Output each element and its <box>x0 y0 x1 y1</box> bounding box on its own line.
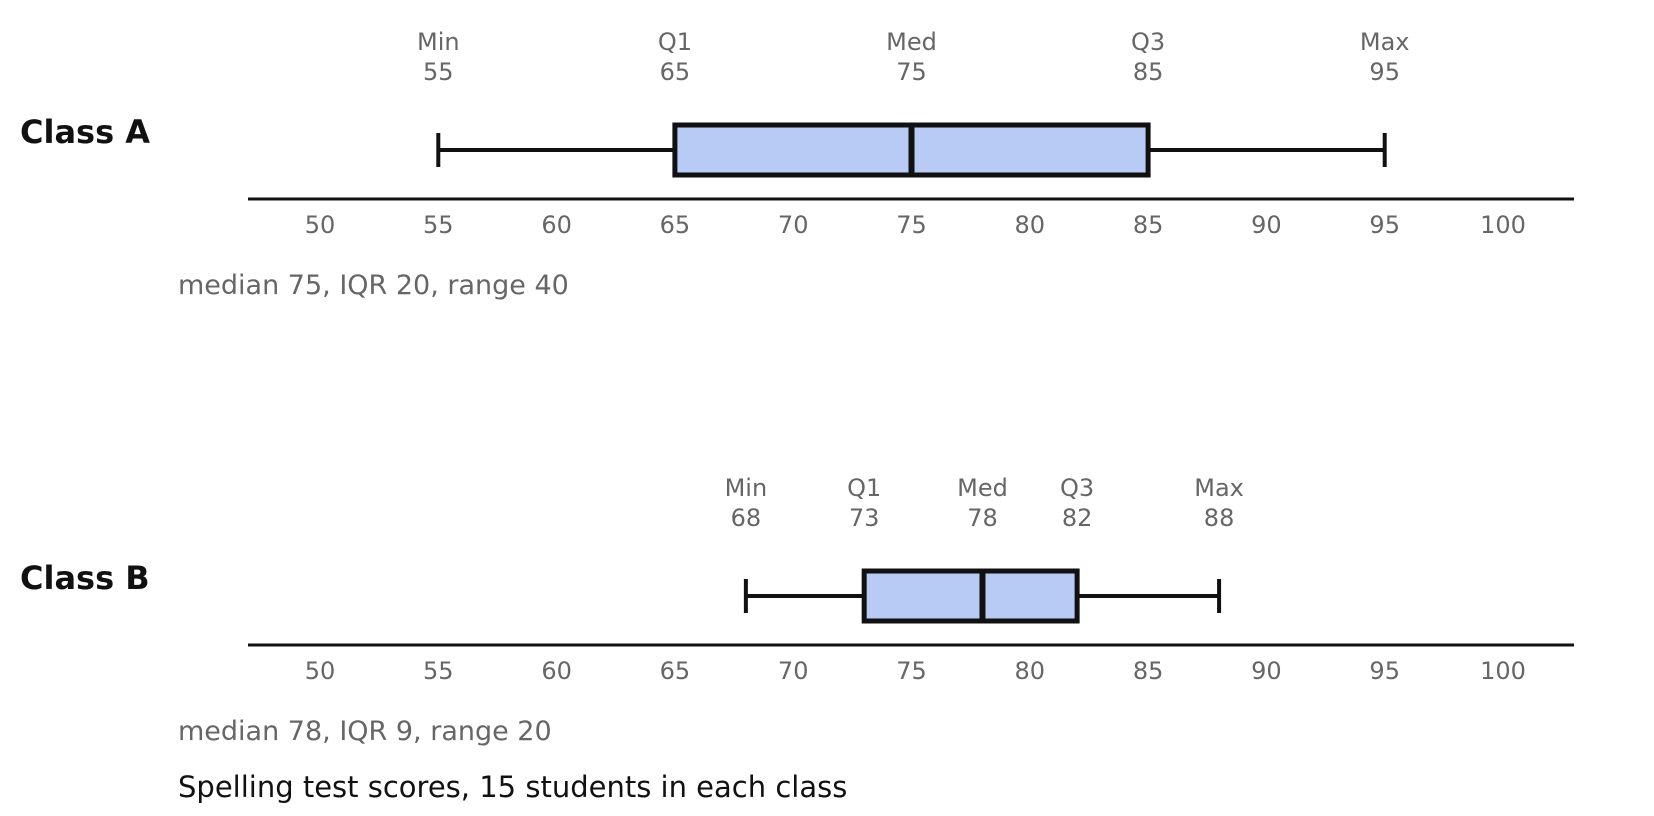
x-tick-label: 80 <box>1015 211 1046 239</box>
x-tick-label: 70 <box>778 211 809 239</box>
x-tick-label: 100 <box>1480 657 1526 685</box>
x-tick-label: 65 <box>660 657 691 685</box>
summary-text: median 75, IQR 20, range 40 <box>178 270 569 301</box>
stat-value-max: 95 <box>1369 58 1400 86</box>
stat-label-median: Med <box>957 474 1008 502</box>
x-tick-label: 100 <box>1480 211 1526 239</box>
chart-caption: Spelling test scores, 15 students in eac… <box>178 770 847 804</box>
stat-label-q1: Q1 <box>847 474 881 502</box>
stat-value-q3: 82 <box>1062 504 1093 532</box>
x-tick-label: 60 <box>541 211 572 239</box>
stat-value-q3: 85 <box>1133 58 1164 86</box>
stat-label-min: Min <box>417 28 460 56</box>
x-tick-label: 75 <box>896 657 927 685</box>
x-tick-label: 90 <box>1251 211 1282 239</box>
stat-label-q1: Q1 <box>658 28 692 56</box>
x-tick-label: 85 <box>1133 657 1164 685</box>
x-tick-label: 85 <box>1133 211 1164 239</box>
stat-label-min: Min <box>725 474 768 502</box>
stat-value-median: 75 <box>896 58 927 86</box>
stat-label-q3: Q3 <box>1060 474 1094 502</box>
x-tick-label: 80 <box>1015 657 1046 685</box>
stat-value-min: 68 <box>731 504 762 532</box>
summary-text: median 78, IQR 9, range 20 <box>178 716 552 747</box>
x-tick-label: 90 <box>1251 657 1282 685</box>
x-tick-label: 65 <box>660 211 691 239</box>
x-tick-label: 70 <box>778 657 809 685</box>
stat-value-q1: 73 <box>849 504 880 532</box>
stat-value-median: 78 <box>967 504 998 532</box>
x-tick-label: 55 <box>423 657 454 685</box>
stat-label-max: Max <box>1194 474 1244 502</box>
x-tick-label: 95 <box>1369 657 1400 685</box>
x-tick-label: 60 <box>541 657 572 685</box>
x-tick-label: 75 <box>896 211 927 239</box>
stat-label-q3: Q3 <box>1131 28 1165 56</box>
stat-label-max: Max <box>1360 28 1410 56</box>
stat-label-median: Med <box>886 28 937 56</box>
x-tick-label: 50 <box>305 211 336 239</box>
x-tick-label: 50 <box>305 657 336 685</box>
stat-value-q1: 65 <box>660 58 691 86</box>
row-label: Class B <box>20 559 150 597</box>
stat-value-min: 55 <box>423 58 454 86</box>
x-tick-label: 95 <box>1369 211 1400 239</box>
stat-value-max: 88 <box>1204 504 1235 532</box>
x-tick-label: 55 <box>423 211 454 239</box>
iqr-box <box>861 568 1080 624</box>
row-label: Class A <box>20 113 150 151</box>
